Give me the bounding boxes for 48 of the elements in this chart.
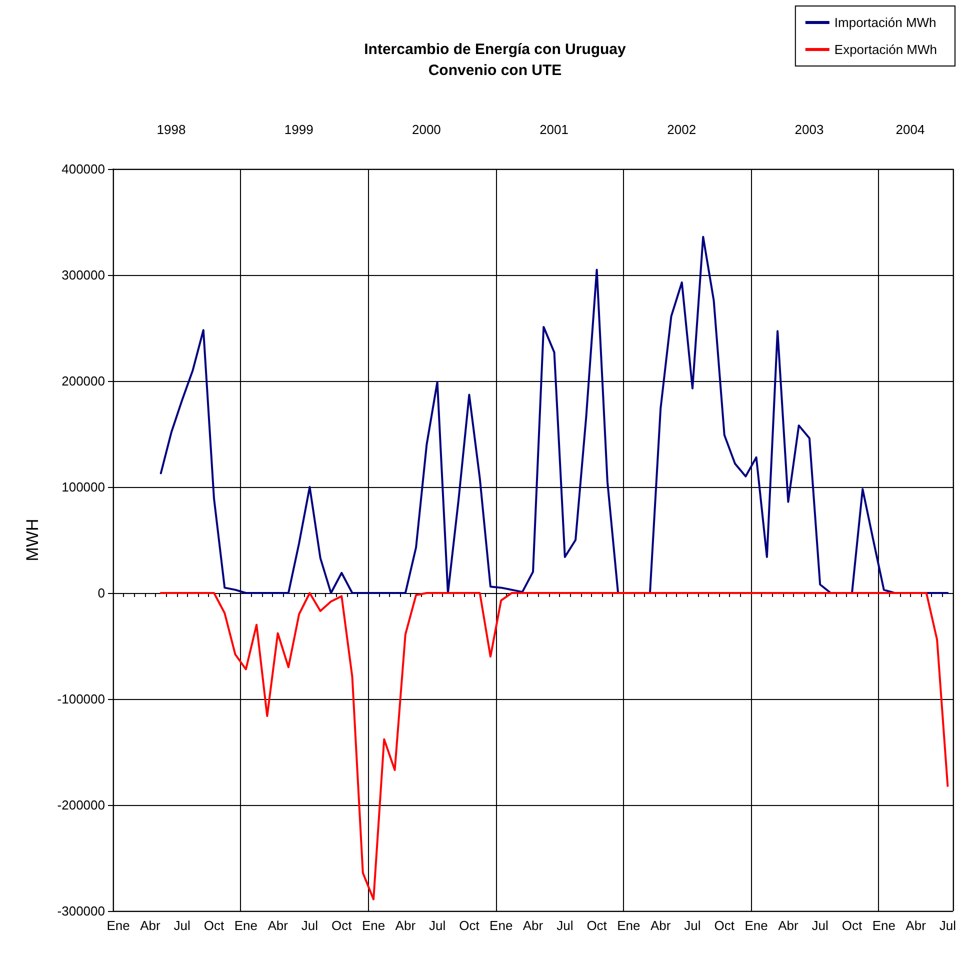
x-tick-label: Abr bbox=[395, 918, 416, 933]
legend-label: Exportación MWh bbox=[834, 42, 938, 57]
x-tick-label: Ene bbox=[106, 918, 130, 933]
x-tick-label: Ene bbox=[744, 918, 768, 933]
x-tick-label: Jul bbox=[174, 918, 191, 933]
text: 2001 bbox=[540, 122, 569, 137]
text: 2004 bbox=[896, 122, 925, 137]
text: 1999 bbox=[284, 122, 314, 137]
text: 2002 bbox=[667, 122, 696, 137]
x-tick-label: Ene bbox=[490, 918, 513, 933]
text: 2003 bbox=[794, 122, 824, 137]
x-tick-label: Jul bbox=[684, 918, 701, 933]
y-tick-label: -300000 bbox=[57, 904, 105, 918]
x-tick-label: Abr bbox=[906, 918, 927, 933]
x-tick-label: Jul bbox=[556, 918, 574, 933]
x-tick-label: Oct bbox=[842, 918, 862, 933]
x-tick-label: Jul bbox=[939, 918, 956, 933]
line-series bbox=[160, 592, 949, 900]
x-tick-label: Oct bbox=[331, 918, 352, 933]
x-tick-label: Jul bbox=[428, 918, 446, 933]
x-tick-label: Abr bbox=[778, 918, 799, 933]
y-tick-label: 100000 bbox=[62, 480, 105, 494]
y-tick-label: 0 bbox=[98, 586, 105, 600]
x-tick-label: Abr bbox=[140, 918, 161, 933]
y-axis-title: MWH bbox=[23, 518, 42, 562]
text: 2000 bbox=[412, 122, 441, 137]
x-tick-label: Ene bbox=[234, 918, 258, 933]
x-tick-label: Oct bbox=[204, 918, 225, 933]
legend-label: Importación MWh bbox=[834, 15, 936, 30]
chart-title: Intercambio de Energía con Uruguay Convenio con UTE bbox=[364, 41, 627, 79]
x-tick-label: Abr bbox=[522, 918, 544, 933]
x-tick-label: Jul bbox=[301, 918, 318, 933]
x-tick-label: Ene bbox=[872, 918, 896, 933]
x-tick-label: Oct bbox=[714, 918, 735, 933]
x-tick-label: Ene bbox=[362, 918, 386, 933]
y-tick-label: -200000 bbox=[57, 798, 105, 812]
line-series bbox=[160, 236, 949, 594]
x-tick-label: Abr bbox=[650, 918, 672, 933]
x-tick-label: Abr bbox=[268, 918, 289, 933]
y-tick-label: -100000 bbox=[57, 692, 105, 706]
y-tick-label: 300000 bbox=[62, 268, 105, 282]
text: 1998 bbox=[156, 122, 186, 137]
y-tick-label: 400000 bbox=[62, 162, 105, 176]
x-tick-label: Ene bbox=[617, 918, 640, 933]
y-tick-label: 200000 bbox=[62, 374, 105, 388]
x-tick-label: Jul bbox=[812, 918, 829, 933]
x-tick-label: Oct bbox=[586, 918, 608, 933]
x-tick-label: Oct bbox=[459, 918, 480, 933]
